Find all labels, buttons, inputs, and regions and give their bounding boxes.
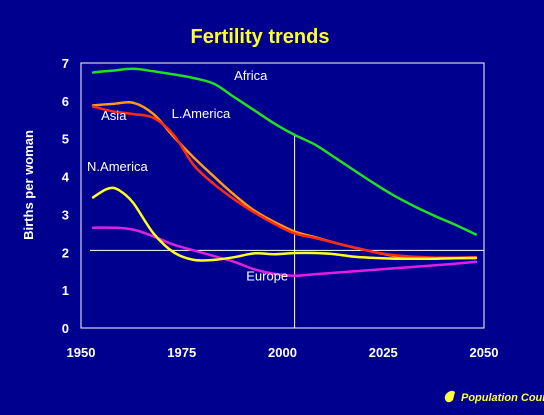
x-axis: 1950 1975 2000 2025 2050: [67, 345, 499, 360]
y-tick-label: 7: [62, 56, 69, 71]
x-tick-label: 2025: [369, 345, 398, 360]
logo-mark-icon: [444, 390, 455, 403]
series-line-n-america: [91, 186, 478, 262]
x-tick-label: 2000: [268, 345, 297, 360]
y-tick-label: 0: [62, 321, 69, 336]
population-council-logo: Population Council: [444, 390, 544, 404]
x-tick-label: 2050: [470, 345, 499, 360]
y-tick-label: 3: [62, 207, 69, 222]
series-line-asia: [91, 105, 478, 259]
logo-text: Population Council: [461, 392, 544, 404]
y-tick-label: 4: [62, 170, 70, 185]
y-tick-label: 1: [62, 283, 69, 298]
series-label-n-america: N.America: [87, 159, 148, 174]
y-tick-label: 5: [62, 132, 69, 147]
x-tick-label: 1975: [167, 345, 196, 360]
y-tick-label: 6: [62, 94, 69, 109]
series-label-europe: Europe: [246, 269, 288, 284]
y-axis: 0 1 2 3 4 5 6 7: [62, 56, 70, 336]
series-line-africa: [91, 67, 478, 236]
y-tick-label: 2: [62, 245, 69, 260]
plot-area: [80, 62, 485, 329]
series-label-asia: Asia: [101, 108, 127, 123]
series-annotations: Africa Asia L.America N.America Europe: [87, 68, 288, 284]
y-axis-label: Births per woman: [21, 130, 36, 240]
series-label-l-america: L.America: [172, 106, 231, 121]
series-label-africa: Africa: [234, 68, 268, 83]
x-tick-label: 1950: [67, 345, 96, 360]
series-layer: [91, 67, 478, 278]
chart-title: Fertility trends: [191, 26, 330, 48]
